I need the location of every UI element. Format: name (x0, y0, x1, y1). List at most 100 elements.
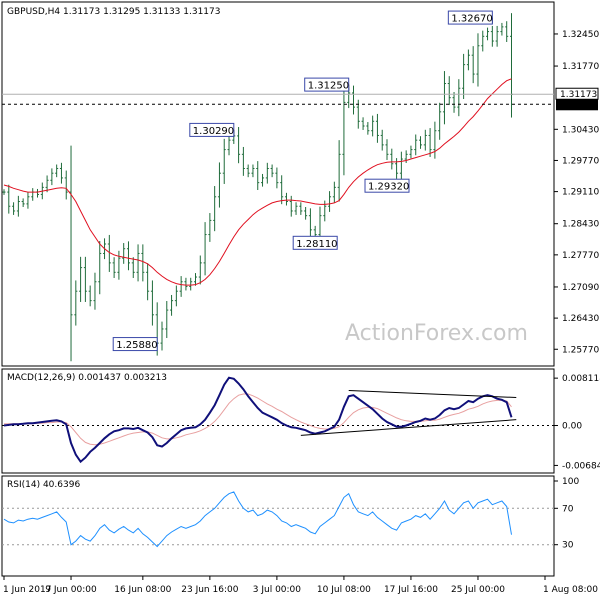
macd-y-tick-label: -0.006844 (562, 461, 600, 471)
price-bar (261, 173, 265, 187)
rsi-y-tick-label: 30 (562, 541, 574, 551)
price-y-tick-label: 1.25770 (562, 345, 599, 355)
price-bar (189, 277, 193, 291)
macd-title: MACD(12,26,9) 0.001437 0.003213 (7, 373, 167, 383)
rsi-line (3, 491, 512, 548)
price-bar (256, 161, 260, 191)
price-bar (419, 136, 423, 149)
price-bar (208, 213, 212, 242)
price-bar (299, 202, 303, 215)
price-bar (93, 272, 97, 310)
price-bar (146, 263, 150, 301)
price-annotation: 1.32670 (447, 10, 493, 25)
price-layer: 1.32450 1.31770 1.30430 1.29770 1.29110 1.284… (2, 10, 599, 362)
macd-y-tick-label: 0.008118 (562, 374, 600, 384)
price-bar (304, 206, 308, 220)
x-tick-label: 1 Jun 2017 (3, 585, 51, 595)
price-bar (107, 234, 111, 272)
price-y-tick-label: 1.26430 (562, 314, 599, 324)
price-y-tick-label: 1.29770 (562, 156, 599, 166)
price-bar (476, 33, 480, 87)
price-bar (294, 202, 298, 215)
price-pane-frame (1, 1, 555, 367)
moving-average-line (3, 78, 512, 286)
macd-layer: 0.008118 0.00 -0.006844 (2, 374, 600, 471)
price-y-tick-label: 1.30430 (562, 125, 599, 135)
price-bar (179, 276, 183, 297)
price-bar (45, 175, 49, 193)
annotation-label: 1.28110 (296, 239, 337, 250)
price-y-tick-label: 1.32450 (562, 30, 599, 40)
price-bar (83, 256, 87, 302)
price-bar (59, 162, 63, 184)
price-bar (198, 255, 202, 285)
price-bar (447, 76, 451, 106)
price-bar (505, 21, 509, 42)
price-bar (88, 285, 92, 307)
price-bar (486, 27, 490, 41)
annotation-label: 1.29320 (368, 182, 409, 193)
price-bar (165, 301, 169, 339)
price-bar (26, 191, 30, 209)
price-bar (280, 175, 284, 205)
x-tick-label: 23 Jun 16:00 (181, 585, 238, 595)
price-bar (136, 244, 140, 282)
price-bar (7, 184, 11, 214)
price-y-tick-label: 1.29110 (562, 188, 599, 198)
price-bar (170, 294, 174, 316)
price-bar (471, 46, 475, 84)
price-header: GBPUSD,H4 1.31173 1.31295 1.31133 1.3117… (7, 7, 220, 17)
current-price-label: 1.31173 (560, 90, 597, 100)
macd-y-tick-label: 0.00 (562, 422, 582, 432)
price-bar (452, 92, 456, 113)
annotation-box (112, 337, 158, 352)
price-bar (74, 280, 78, 326)
price-bar (174, 285, 178, 307)
price-bar (98, 240, 102, 295)
price-bar (414, 134, 418, 156)
price-bar (241, 146, 245, 176)
price-bar (351, 85, 355, 115)
price-bar (423, 129, 427, 151)
price-bar (2, 189, 6, 195)
annotation-box (304, 77, 350, 92)
x-tick-label: 17 Jul 16:00 (384, 585, 438, 595)
price-bar (122, 243, 126, 264)
price-annotation: 1.31250 (304, 77, 350, 92)
price-y-tick-label: 1.27090 (562, 283, 599, 293)
price-bar (371, 115, 375, 137)
price-y-tick-label: 1.31770 (562, 62, 599, 72)
price-bar (328, 191, 332, 212)
price-bar (227, 134, 231, 156)
annotation-label: 1.30290 (193, 126, 234, 137)
price-bar (337, 140, 341, 202)
price-bar (481, 30, 485, 52)
price-bar (64, 170, 68, 200)
rsi-y-tick-label: 100 (562, 477, 579, 487)
price-bar (366, 122, 370, 135)
price-bar (433, 121, 437, 159)
price-bar (399, 151, 403, 181)
price-bar (375, 113, 379, 143)
price-bar (332, 181, 336, 203)
support-price-box (556, 99, 598, 111)
rsi-title: RSI(14) 40.6396 (7, 480, 80, 490)
price-bar (275, 167, 279, 189)
price-bar (131, 257, 135, 278)
price-bar (12, 202, 16, 215)
price-bar (246, 164, 250, 178)
price-bar (442, 71, 446, 125)
price-bar (500, 22, 504, 36)
price-bar (284, 192, 288, 206)
x-tick-label: 3 Jul 00:00 (253, 585, 302, 595)
price-bar (150, 280, 154, 326)
price-annotation: 1.30290 (189, 122, 235, 137)
price-bar (117, 250, 121, 280)
annotation-box (292, 235, 338, 250)
x-tick-label: 25 Jul 00:00 (451, 585, 505, 595)
price-bar (79, 256, 83, 302)
